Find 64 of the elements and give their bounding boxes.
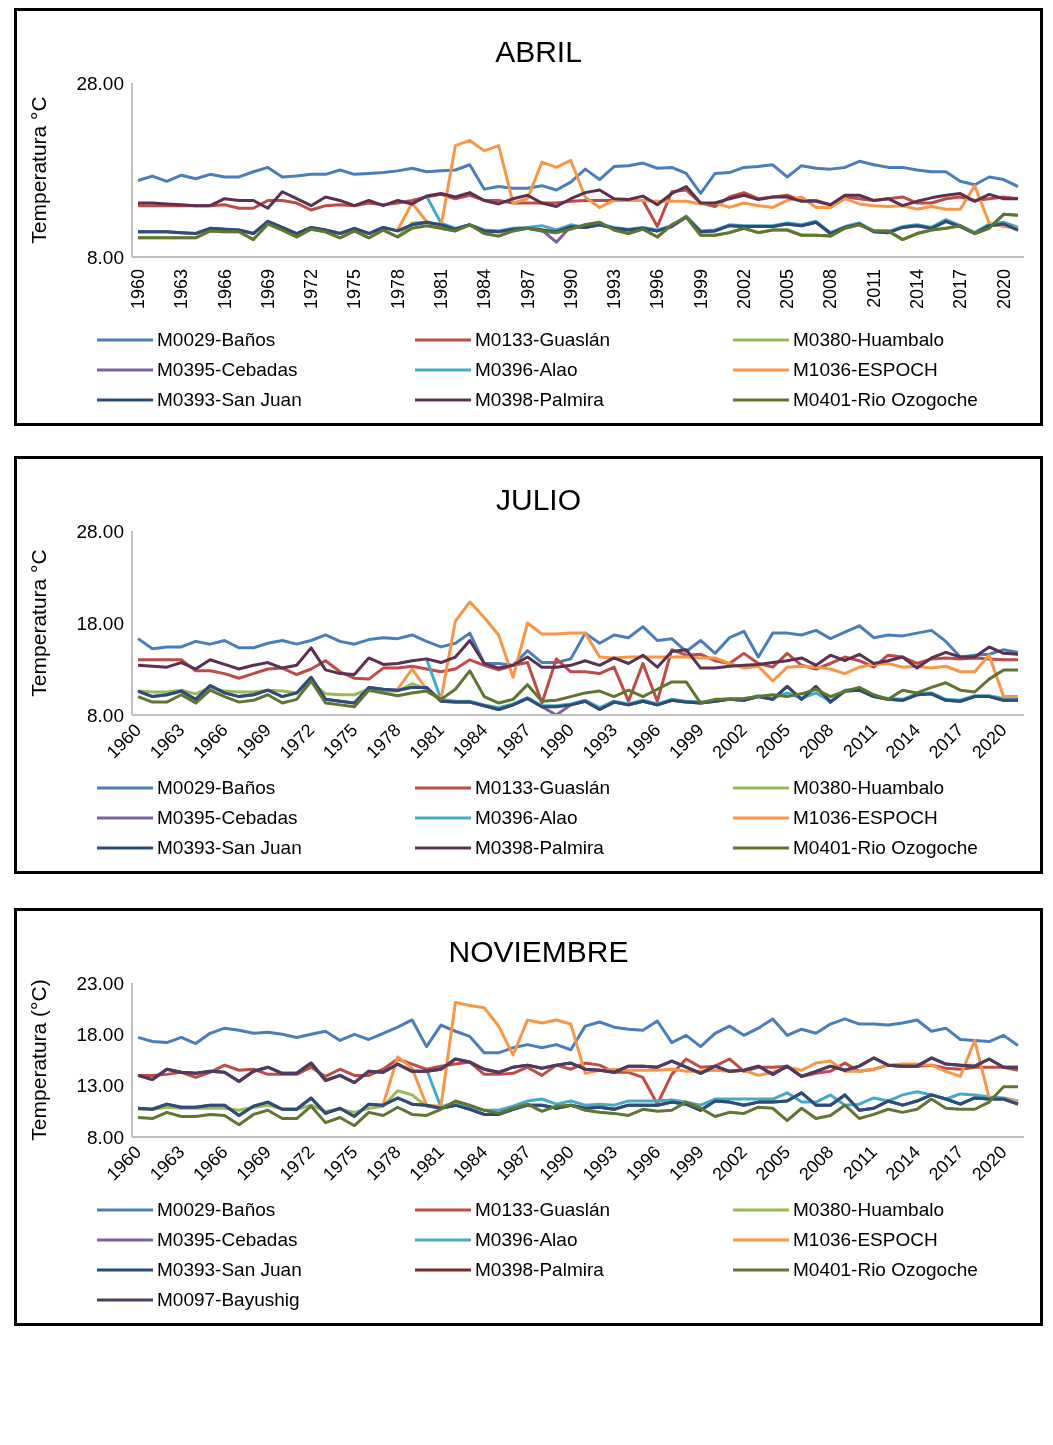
legend-label: M0380-Huambalo <box>793 777 945 799</box>
x-tick-label: 1978 <box>387 269 408 310</box>
legend-label: M0393-San Juan <box>157 389 302 411</box>
y-axis-title: Temperatura °C <box>27 96 51 244</box>
x-tick-label: 2002 <box>733 269 754 310</box>
y-tick-label: 8.00 <box>87 246 124 268</box>
legend-label: M0395-Cebadas <box>157 1229 298 1251</box>
legend-label: M0380-Huambalo <box>793 1199 945 1221</box>
chart-title: ABRIL <box>494 34 583 69</box>
legend-label: M0380-Huambalo <box>793 329 945 351</box>
x-tick-label: 1975 <box>344 269 365 310</box>
y-tick-label: 28.00 <box>76 520 124 542</box>
chart-title: NOVIEMBRE <box>447 934 630 969</box>
legend-label: M0395-Cebadas <box>157 359 298 381</box>
legend-label: M0097-Bayushig <box>157 1289 300 1311</box>
x-tick-label: 1960 <box>128 269 148 310</box>
legend-label: M0133-Guaslán <box>475 329 611 351</box>
legend-label: M0029-Baños <box>157 777 276 799</box>
x-tick-label: 2014 <box>907 269 928 310</box>
x-tick-label: 1963 <box>171 269 192 310</box>
legend-label: M0401-Rio Ozogoche <box>793 1259 978 1281</box>
x-tick-label: 1984 <box>474 269 495 310</box>
x-tick-label: 2020 <box>993 269 1014 310</box>
legend-label: M0396-Alao <box>475 359 578 381</box>
legend-label: M0398-Palmira <box>475 389 604 411</box>
x-tick-label: 1981 <box>430 269 451 310</box>
legend-label: M0133-Guaslán <box>475 1199 611 1221</box>
x-tick-label: 1999 <box>690 269 711 310</box>
legend-label: M0395-Cebadas <box>157 807 298 829</box>
x-tick-label: 2017 <box>950 269 971 310</box>
legend-label: M0396-Alao <box>475 807 578 829</box>
y-tick-label: 28.00 <box>76 72 124 94</box>
legend-label: M0029-Baños <box>157 329 276 351</box>
y-tick-label: 18.00 <box>76 612 124 634</box>
chart-title: JULIO <box>495 482 582 517</box>
y-axis-title: Temperatura (°C) <box>27 979 51 1141</box>
legend-label: M0398-Palmira <box>475 837 604 859</box>
x-tick-label: 1996 <box>647 269 668 310</box>
legend-label: M0029-Baños <box>157 1199 276 1221</box>
x-tick-label: 1972 <box>301 269 322 310</box>
y-tick-label: 23.00 <box>76 972 124 994</box>
legend-label: M0398-Palmira <box>475 1259 604 1281</box>
legend-label: M0393-San Juan <box>157 837 302 859</box>
x-tick-label: 2008 <box>820 269 841 310</box>
y-tick-label: 18.00 <box>76 1024 124 1046</box>
x-tick-label: 1969 <box>257 269 278 310</box>
legend-label: M0396-Alao <box>475 1229 578 1251</box>
y-tick-label: 8.00 <box>87 1126 124 1148</box>
x-tick-label: 1987 <box>517 269 538 310</box>
x-tick-label: 2005 <box>777 269 798 310</box>
x-tick-label: 1993 <box>604 269 625 310</box>
x-tick-label: 1966 <box>214 269 235 310</box>
legend-label: M1036-ESPOCH <box>793 1229 938 1251</box>
y-tick-label: 8.00 <box>87 704 124 726</box>
x-tick-label: 1990 <box>560 269 581 310</box>
y-tick-label: 13.00 <box>76 1075 124 1097</box>
x-tick-label: 2011 <box>863 269 884 308</box>
legend-label: M0393-San Juan <box>157 1259 302 1281</box>
y-axis-title: Temperatura °C <box>27 549 51 697</box>
legend-label: M1036-ESPOCH <box>793 359 938 381</box>
legend-label: M0401-Rio Ozogoche <box>793 389 978 411</box>
legend-label: M0401-Rio Ozogoche <box>793 837 978 859</box>
legend-label: M0133-Guaslán <box>475 777 611 799</box>
legend-label: M1036-ESPOCH <box>793 807 938 829</box>
